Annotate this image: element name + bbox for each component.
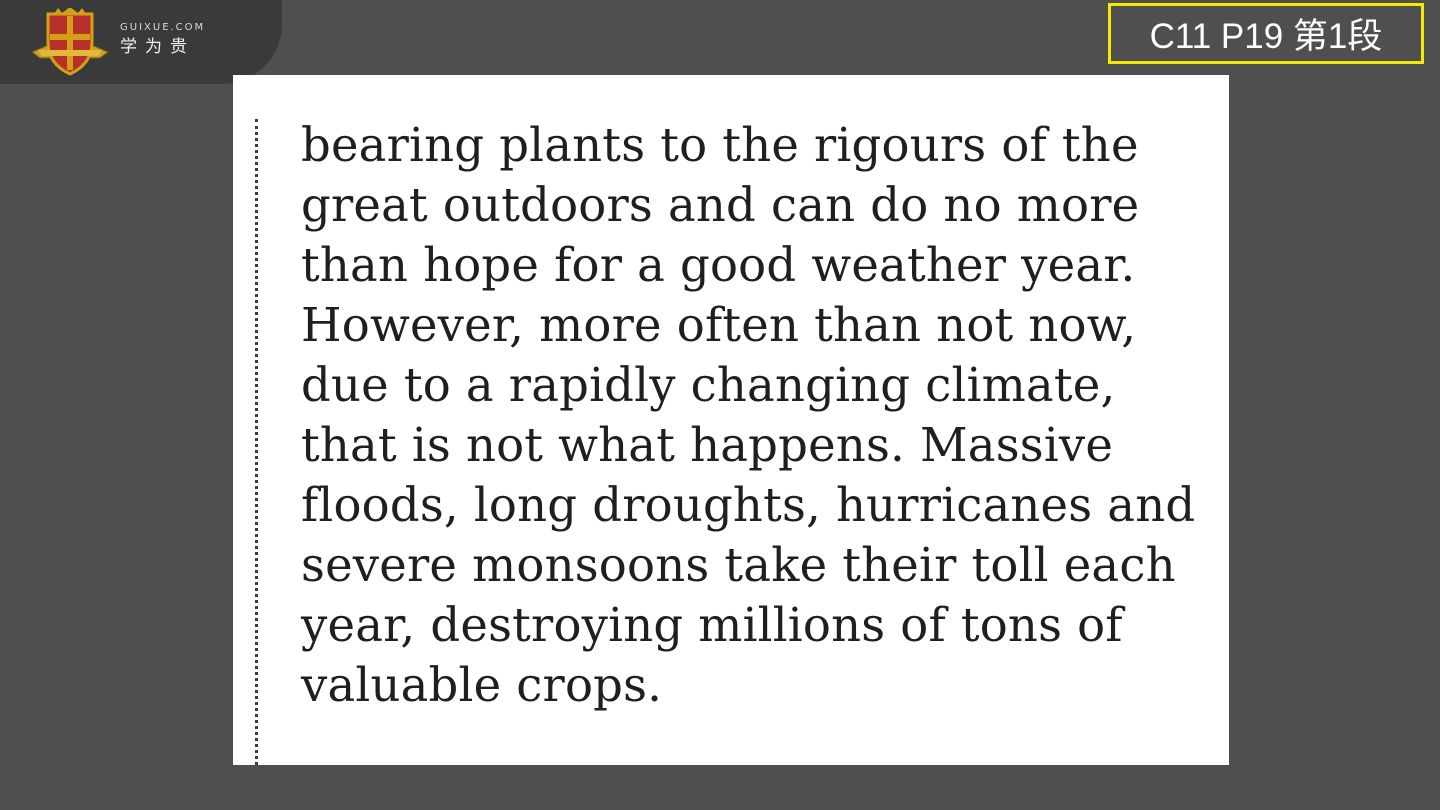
passage-line: great outdoors and can do no more (301, 178, 1140, 232)
passage-line: severe monsoons take their toll each (301, 538, 1176, 592)
passage-line: floods, long droughts, hurricanes and (301, 478, 1196, 532)
shield-crest-icon (31, 8, 109, 76)
passage-line: that is not what happens. Massive (301, 418, 1114, 472)
brand-name: 学为贵 (120, 37, 195, 57)
document-scan: bearing plants to the rigours of the gre… (233, 75, 1229, 765)
passage-line: due to a rapidly changing climate, (301, 358, 1116, 412)
passage-line: However, more often than not now, (301, 298, 1137, 352)
brand-band: GUIXUE.COM 学为贵 (0, 0, 282, 84)
passage-text: bearing plants to the rigours of the gre… (301, 115, 1221, 715)
brand-text: GUIXUE.COM 学为贵 (120, 22, 205, 58)
passage-line: year, destroying millions of tons of (301, 598, 1123, 652)
passage-line: valuable crops. (301, 658, 663, 712)
passage-line: than hope for a good weather year. (301, 238, 1136, 292)
page-reference-label: C11 P19 第1段 (1108, 3, 1424, 64)
passage-line: bearing plants to the rigours of the (301, 118, 1139, 172)
margin-dotted-line (255, 119, 258, 765)
brand-domain: GUIXUE.COM (120, 22, 206, 33)
